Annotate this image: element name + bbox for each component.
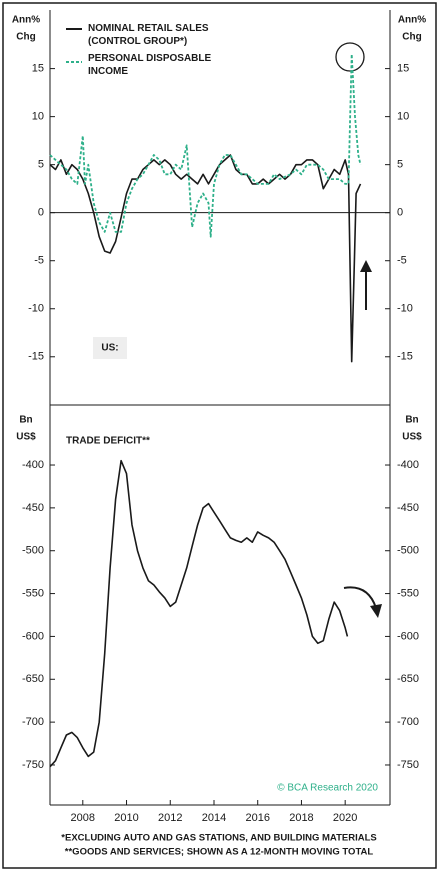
y-tick-label: 5 — [38, 159, 44, 171]
y-tick-label: -400 — [22, 459, 44, 471]
y-tick-label: 0 — [397, 207, 403, 219]
y-tick-label: 10 — [397, 111, 409, 123]
y-tick-label: -10 — [28, 303, 44, 315]
arrow-head — [360, 260, 372, 272]
y-tick-label: -600 — [22, 630, 44, 642]
y-tick-label: -750 — [397, 759, 419, 771]
y-axis-label: Chg — [402, 32, 421, 43]
x-tick-label: 2016 — [245, 812, 269, 824]
panel-label: US: — [101, 343, 118, 354]
legend-label: PERSONAL DISPOSABLE INCOME — [88, 53, 212, 77]
highlight-circle — [335, 42, 365, 72]
y-tick-label: -550 — [22, 587, 44, 599]
y-tick-label: 0 — [38, 207, 44, 219]
x-tick-label: 2018 — [289, 812, 313, 824]
legend: NOMINAL RETAIL SALES (CONTROL GROUP*) PER… — [88, 22, 238, 82]
x-tick-label: 2014 — [202, 812, 226, 824]
x-tick-label: 2010 — [114, 812, 138, 824]
source: © BCA Research 2020 — [277, 783, 378, 794]
y-tick-label: -700 — [397, 716, 419, 728]
series-line — [49, 459, 349, 768]
y-tick-label: 15 — [32, 63, 44, 75]
y-tick-label: -650 — [397, 673, 419, 685]
y-tick-label: -450 — [22, 502, 44, 514]
x-tick-label: 2012 — [158, 812, 182, 824]
y-tick-label: -750 — [22, 759, 44, 771]
y-axis-label: Bn — [19, 415, 32, 426]
y-tick-label: -15 — [28, 351, 44, 363]
series-line — [49, 154, 362, 363]
y-axis-label: Chg — [16, 32, 35, 43]
y-tick-label: 5 — [397, 159, 403, 171]
y-tick-label: -500 — [22, 545, 44, 557]
y-axis-label: US$ — [402, 432, 422, 443]
y-tick-label: -450 — [397, 502, 419, 514]
label-box — [93, 337, 127, 359]
y-tick-label: -500 — [397, 545, 419, 557]
y-tick-label: -550 — [397, 587, 419, 599]
y-tick-label: 15 — [397, 63, 409, 75]
y-axis-label: Ann% — [12, 15, 40, 26]
arrow — [343, 586, 377, 609]
footnote: *EXCLUDING AUTO AND GAS STATIONS, AND BU… — [61, 833, 376, 844]
y-tick-label: -650 — [22, 673, 44, 685]
y-axis-label: Ann% — [398, 15, 426, 26]
arrow-head — [370, 604, 382, 618]
y-tick-label: -5 — [397, 255, 407, 267]
y-tick-label: -400 — [397, 459, 419, 471]
y-tick-label: -600 — [397, 630, 419, 642]
footnote: **GOODS AND SERVICES; SHOWN AS A 12-MONT… — [65, 847, 374, 858]
panel-title: TRADE DEFICIT** — [66, 436, 150, 447]
y-tick-label: -10 — [397, 303, 413, 315]
series-line — [49, 53, 362, 238]
x-tick-label: 2020 — [333, 812, 357, 824]
y-axis-label: Bn — [405, 415, 418, 426]
y-axis-label: US$ — [16, 432, 36, 443]
y-tick-label: -5 — [34, 255, 44, 267]
y-tick-label: -700 — [22, 716, 44, 728]
x-tick-label: 2008 — [71, 812, 95, 824]
y-tick-label: -15 — [397, 351, 413, 363]
legend-label: NOMINAL RETAIL SALES (CONTROL GROUP*) — [88, 23, 209, 47]
y-tick-label: 10 — [32, 111, 44, 123]
